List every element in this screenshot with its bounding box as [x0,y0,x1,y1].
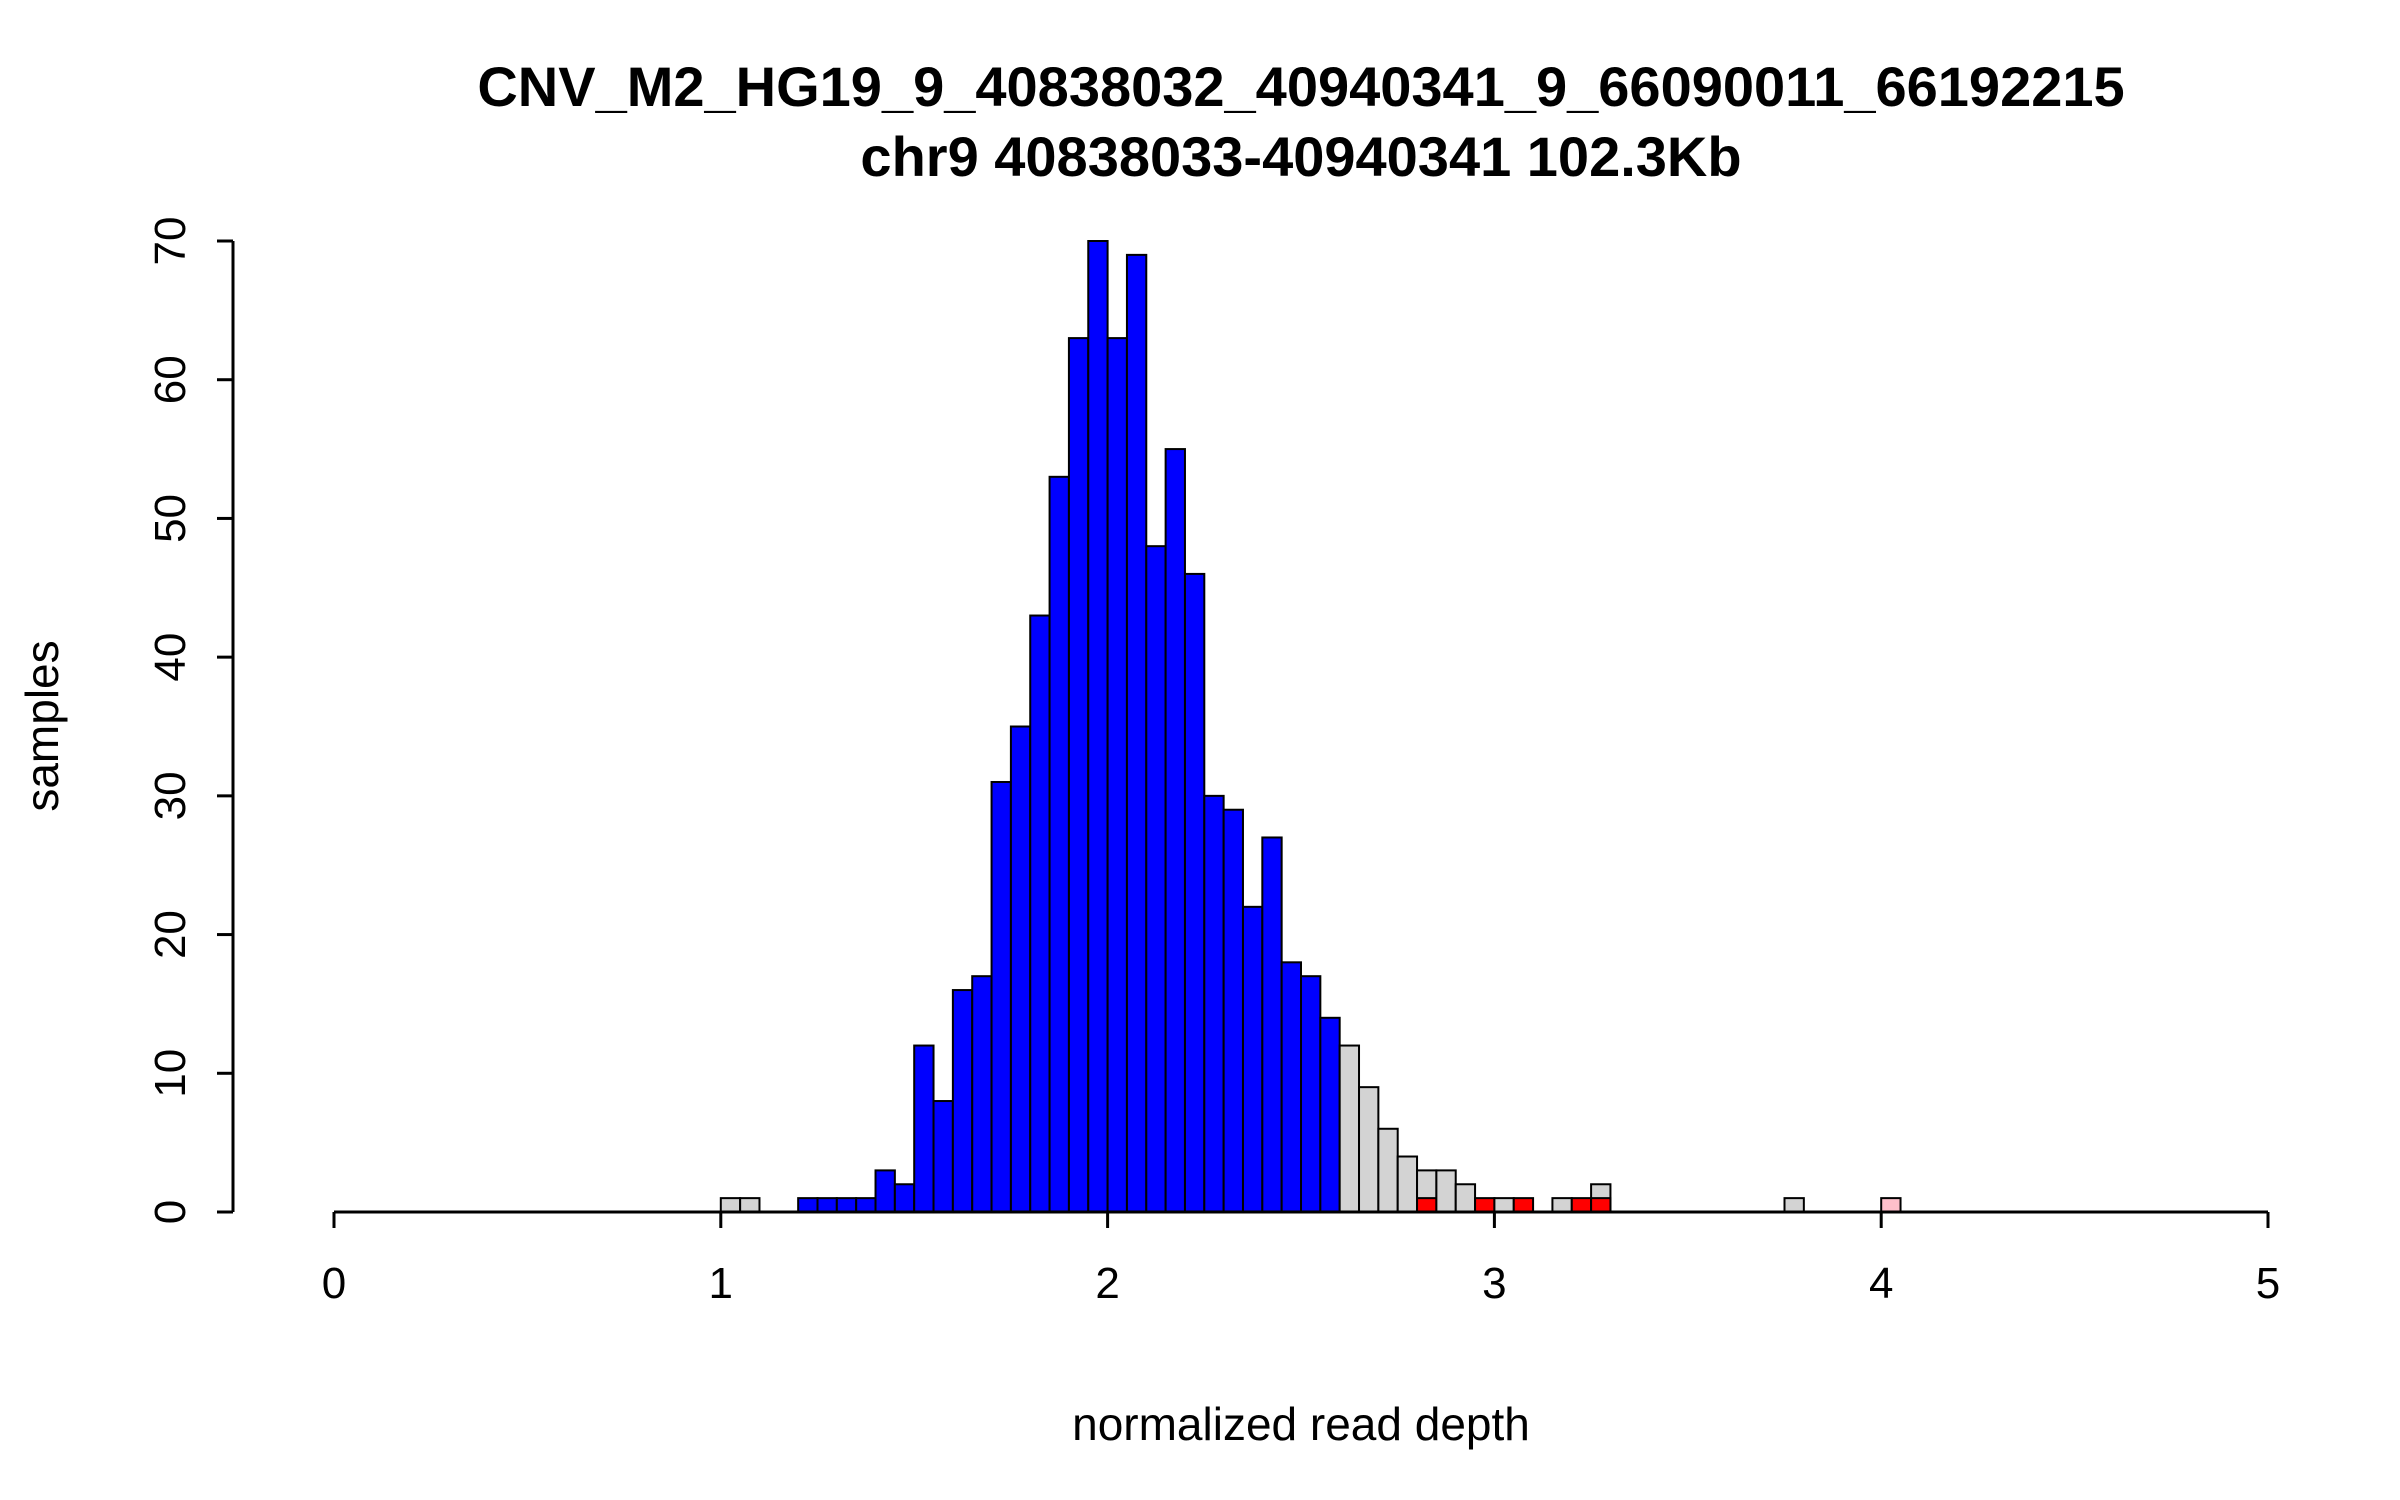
y-tick-label: 40 [146,633,195,682]
x-tick-label: 2 [1095,1259,1119,1308]
histogram-bar [1009,725,1032,1213]
y-tick-label: 50 [146,494,195,543]
histogram-bar [1416,1197,1438,1213]
histogram-bar [1241,905,1264,1213]
histogram-bar [1203,794,1225,1213]
histogram-bar [990,780,1012,1213]
histogram-bar [1029,614,1051,1213]
histogram-bar [1338,1044,1361,1213]
histogram-bar [1880,1197,1902,1213]
histogram-bar [1106,337,1128,1214]
histogram-bar [797,1197,819,1213]
histogram-bar [1300,975,1322,1214]
histogram-bar [1319,1016,1341,1213]
histogram-bar [816,1197,838,1213]
histogram-bar [1067,337,1090,1214]
histogram-bar [913,1044,935,1213]
histogram-bar [1125,253,1148,1214]
x-tick-label: 0 [322,1259,346,1308]
histogram-bar [1435,1169,1457,1214]
x-tick-label: 3 [1482,1259,1506,1308]
histogram-bar [1183,572,1206,1213]
histogram-bar [1783,1197,1805,1213]
y-tick-label: 60 [146,355,195,404]
histogram-bar [1551,1197,1573,1213]
histogram-bar [874,1169,896,1214]
histogram-bar [1164,448,1186,1214]
histogram-bar [1396,1155,1419,1213]
y-tick-label: 20 [146,910,195,959]
y-tick-label: 10 [146,1049,195,1098]
histogram-bar [1280,961,1303,1213]
histogram-bar [932,1100,954,1213]
histogram-bar [1261,836,1283,1213]
histogram-bar [951,989,974,1213]
y-tick-label: 70 [146,217,195,266]
histogram-bar [893,1183,916,1214]
histogram-bar [855,1197,877,1213]
histogram-bar [1358,1086,1380,1213]
histogram-bar [971,975,993,1214]
histogram-bar [1474,1197,1496,1213]
x-tick-label: 4 [1869,1259,1893,1308]
histogram-bar [1377,1127,1399,1214]
histogram-bar [1048,475,1070,1214]
plot-title: CNV_M2_HG19_9_40838032_40940341_9_660900… [477,55,2125,118]
histogram-bar [1590,1197,1612,1213]
histogram-bar [1222,808,1244,1213]
histogram-bar [739,1197,761,1213]
histogram-bar [719,1197,742,1213]
histogram-bar [1493,1197,1515,1213]
histogram-bar [1512,1197,1535,1213]
histogram-bar [835,1197,858,1213]
histogram-bar [1087,240,1109,1213]
x-tick-label: 5 [2256,1259,2280,1308]
histogram-bar [1454,1183,1477,1214]
histogram-bar [1570,1197,1593,1213]
x-axis-label: normalized read depth [1072,1398,1530,1450]
y-tick-label: 30 [146,771,195,820]
plot-title-block: CNV_M2_HG19_9_40838032_40940341_9_660900… [334,52,2268,192]
x-tick-label: 1 [709,1259,733,1308]
y-tick-label: 0 [146,1200,195,1224]
plot-subtitle: chr9 40838033-40940341 102.3Kb [860,125,1742,188]
histogram-bar [1145,545,1167,1213]
